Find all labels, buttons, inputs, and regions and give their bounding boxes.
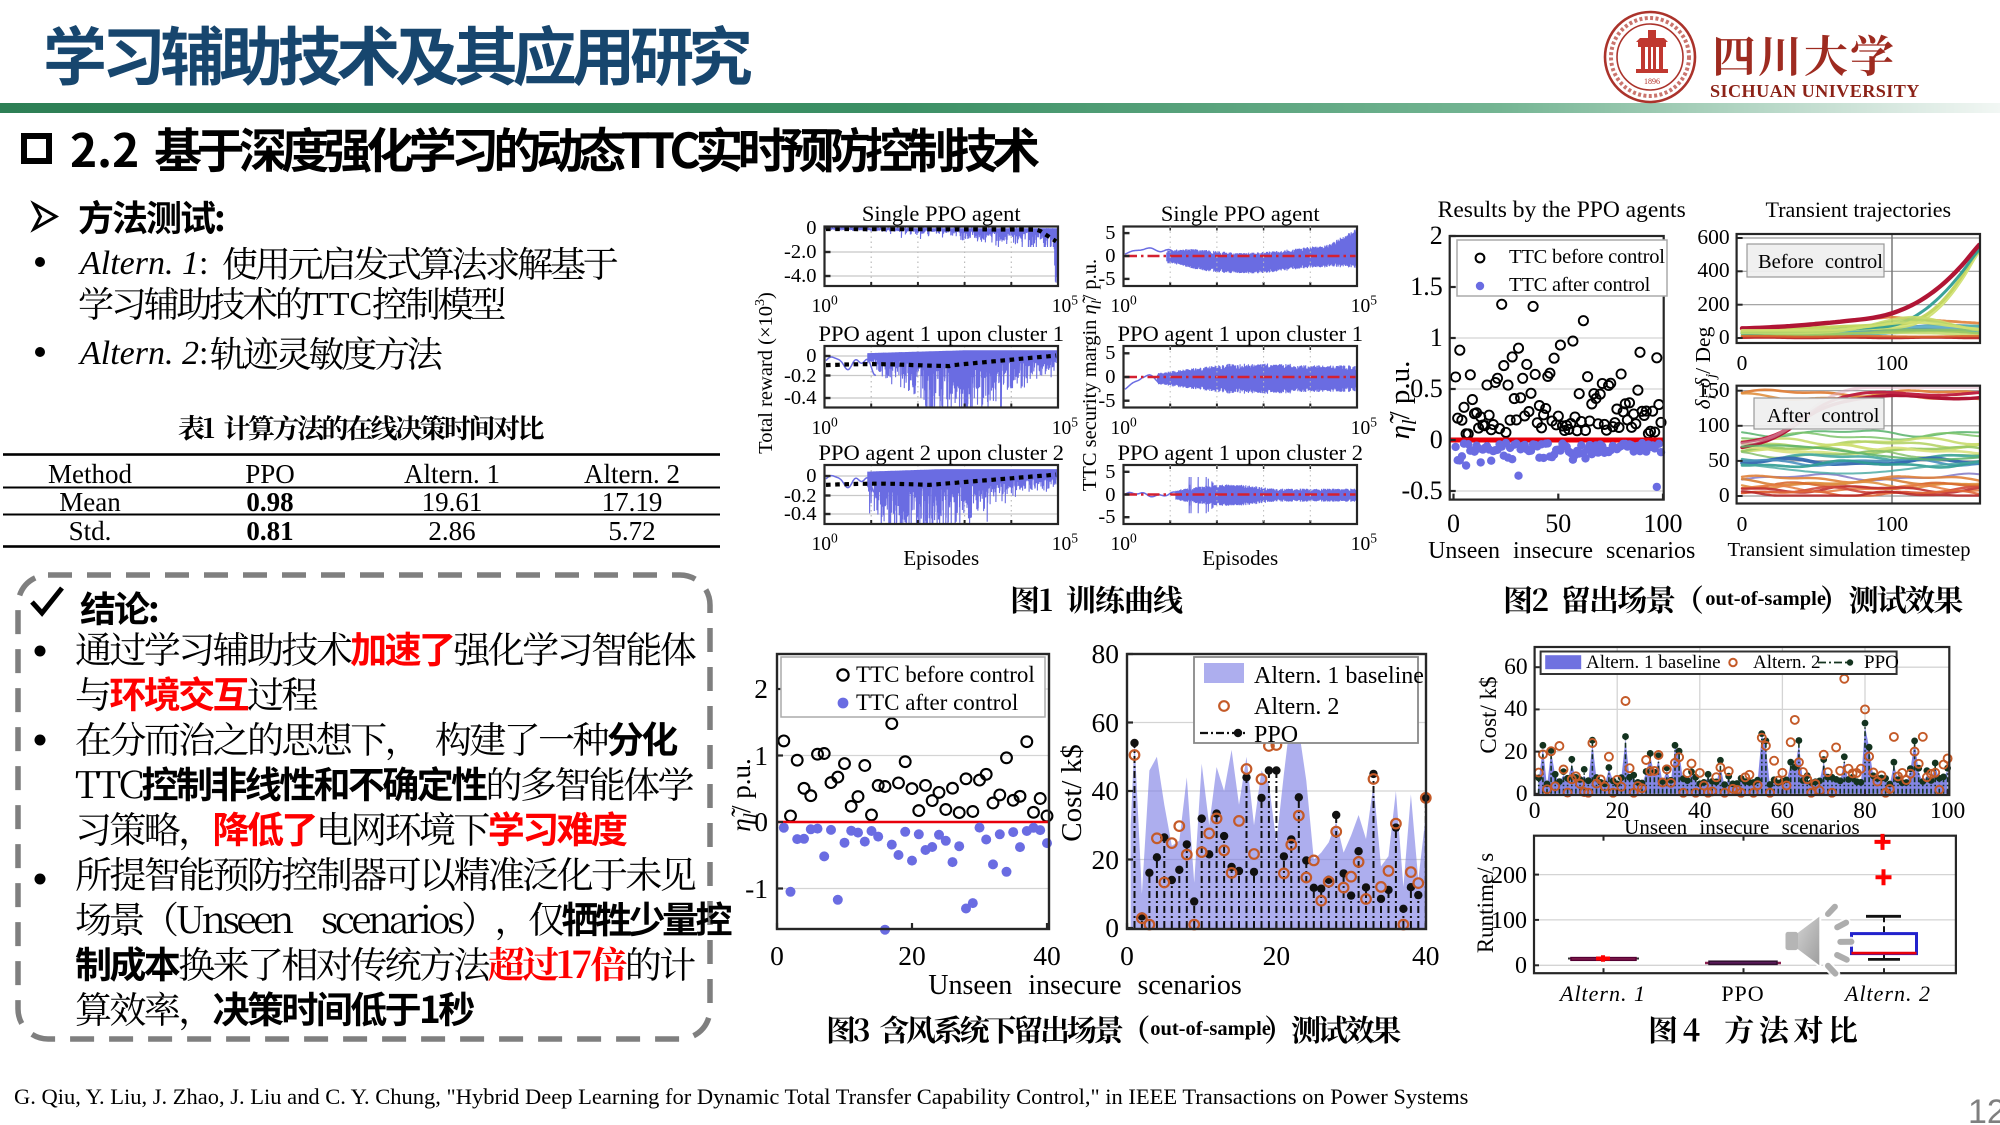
svg-text:1896: 1896 <box>1644 77 1660 86</box>
